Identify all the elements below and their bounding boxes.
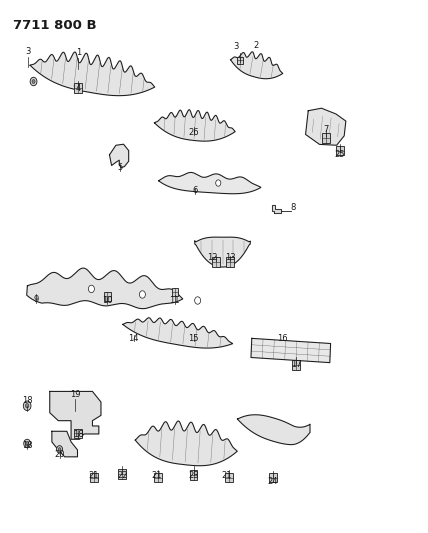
- Text: 9: 9: [33, 295, 38, 304]
- Circle shape: [58, 448, 61, 451]
- Text: 11: 11: [169, 296, 180, 305]
- Text: 17: 17: [291, 360, 302, 368]
- Text: 21: 21: [151, 471, 162, 480]
- Text: 1: 1: [76, 48, 81, 57]
- Text: 3: 3: [26, 47, 31, 56]
- Bar: [90, 473, 98, 482]
- Polygon shape: [251, 338, 330, 362]
- Text: 26: 26: [188, 128, 199, 137]
- Bar: [269, 473, 277, 482]
- Bar: [74, 83, 82, 93]
- Bar: [74, 429, 82, 438]
- Text: 16: 16: [277, 334, 288, 343]
- Bar: [336, 146, 344, 156]
- Text: 13: 13: [225, 253, 235, 262]
- Text: 18: 18: [73, 430, 83, 439]
- Circle shape: [24, 439, 30, 448]
- Polygon shape: [195, 237, 250, 267]
- Polygon shape: [52, 431, 77, 457]
- Text: 12: 12: [208, 253, 218, 262]
- Text: 18: 18: [22, 441, 33, 450]
- Bar: [237, 56, 243, 64]
- Circle shape: [30, 77, 37, 86]
- Circle shape: [89, 285, 95, 293]
- Polygon shape: [231, 52, 283, 79]
- Polygon shape: [159, 173, 261, 194]
- Text: 19: 19: [70, 390, 80, 399]
- Polygon shape: [50, 391, 101, 439]
- Text: 7: 7: [323, 125, 328, 134]
- Polygon shape: [272, 205, 281, 213]
- Text: 24: 24: [268, 477, 278, 486]
- Circle shape: [26, 442, 29, 446]
- Bar: [212, 257, 220, 266]
- Polygon shape: [27, 268, 183, 309]
- Text: 6: 6: [192, 186, 197, 195]
- Bar: [172, 288, 178, 296]
- Bar: [322, 133, 330, 143]
- Bar: [190, 470, 197, 480]
- Polygon shape: [110, 144, 129, 167]
- Text: 8: 8: [290, 203, 296, 212]
- Text: 7711 800 B: 7711 800 B: [14, 19, 97, 33]
- Bar: [154, 473, 161, 482]
- Text: 3: 3: [234, 42, 239, 51]
- Circle shape: [56, 446, 62, 453]
- Bar: [292, 360, 300, 369]
- Circle shape: [195, 297, 201, 304]
- Text: 21: 21: [222, 471, 232, 480]
- Bar: [119, 469, 126, 479]
- Text: 18: 18: [22, 395, 33, 405]
- Text: 5: 5: [118, 163, 123, 172]
- Text: 4: 4: [76, 84, 81, 93]
- Text: 25: 25: [335, 150, 345, 159]
- Text: 14: 14: [128, 334, 139, 343]
- Text: 20: 20: [54, 450, 65, 459]
- Bar: [104, 292, 111, 301]
- Text: 2: 2: [253, 41, 259, 50]
- Polygon shape: [123, 318, 233, 348]
- Polygon shape: [135, 421, 237, 466]
- Polygon shape: [306, 108, 346, 145]
- Circle shape: [32, 79, 35, 83]
- Text: 23: 23: [188, 471, 199, 480]
- Text: 15: 15: [188, 334, 199, 343]
- Text: 10: 10: [102, 296, 113, 305]
- Bar: [226, 257, 234, 266]
- Polygon shape: [155, 110, 235, 141]
- Circle shape: [216, 180, 221, 186]
- Bar: [225, 473, 233, 482]
- Text: 22: 22: [117, 471, 128, 480]
- Polygon shape: [30, 52, 155, 95]
- Polygon shape: [238, 415, 310, 445]
- Circle shape: [25, 403, 29, 408]
- Circle shape: [140, 291, 146, 298]
- Circle shape: [23, 401, 31, 410]
- Text: 21: 21: [89, 471, 99, 480]
